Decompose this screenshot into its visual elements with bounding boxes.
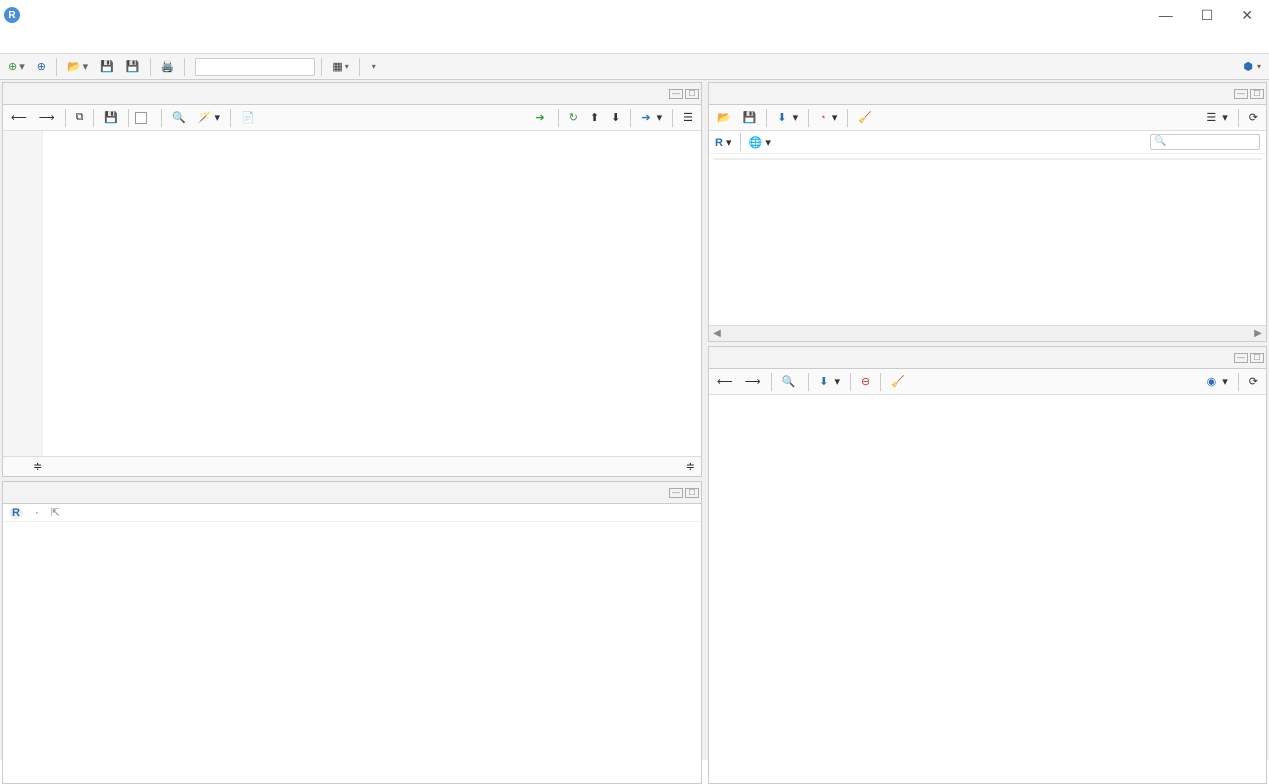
editor-body[interactable] xyxy=(3,131,701,456)
rerun-button[interactable]: ↻ xyxy=(565,109,582,126)
back-button[interactable]: ⟵ xyxy=(7,109,31,126)
prev-plot-button[interactable]: ⟵ xyxy=(713,373,737,390)
wand-button[interactable]: 🪄▾ xyxy=(194,109,224,126)
minimize-button[interactable]: — xyxy=(1159,7,1173,24)
remove-plot-button[interactable]: ⊖ xyxy=(857,373,874,390)
next-plot-button[interactable]: ⟶ xyxy=(741,373,765,390)
new-project-button[interactable]: ⊕ xyxy=(33,58,50,75)
project-menu[interactable]: ⬢ ▾ xyxy=(1239,58,1265,75)
pane-max-icon[interactable]: ☐ xyxy=(685,89,699,99)
editor-status-bar: ≑ ≑ xyxy=(3,456,701,476)
outline-button[interactable]: ☰ xyxy=(679,109,697,126)
menu-bar xyxy=(0,30,1269,54)
console-tabs: —☐ xyxy=(3,482,701,504)
grid-view-button[interactable]: ▦ ▾ xyxy=(328,58,352,75)
rstudio-logo-icon: R xyxy=(4,7,20,23)
go-up-button[interactable]: ⬆ xyxy=(586,109,603,126)
plots-pane: —☐ ⟵ ⟶ 🔍 ⬇ ▾ ⊖ 🧹 ◉ ▾ ⟳ xyxy=(708,346,1267,784)
pane-max-icon[interactable]: ☐ xyxy=(1250,89,1264,99)
print-button[interactable]: 🖨️ xyxy=(157,58,179,75)
maximize-button[interactable]: ☐ xyxy=(1201,7,1214,24)
find-button[interactable]: 🔍 xyxy=(168,109,190,126)
main-toolbar: ⊕▾ ⊕ 📂▾ 💾 💾 🖨️ ▦ ▾ ▾ ⬢ ▾ xyxy=(0,54,1269,80)
memory-usage[interactable]: ◔ ▾ xyxy=(815,109,841,126)
run-button[interactable]: ➔ xyxy=(532,109,552,126)
pane-min-icon[interactable]: — xyxy=(669,488,683,498)
broom-button[interactable]: 🧹 xyxy=(854,109,876,126)
zoom-button[interactable]: 🔍 xyxy=(778,373,803,390)
plot-canvas xyxy=(709,395,1266,783)
source-button[interactable]: ➔ ▾ xyxy=(637,109,666,126)
r-logo-icon: R xyxy=(9,507,23,519)
refresh-plot-button[interactable]: ⟳ xyxy=(1245,373,1262,390)
export-button[interactable]: ⬇ ▾ xyxy=(815,373,844,390)
save-button[interactable]: 💾 xyxy=(96,58,118,75)
list-view-button[interactable]: ☰ ▾ xyxy=(1202,109,1231,126)
console-path-bar: R · ⇱ xyxy=(3,504,701,522)
editor-toolbar: ⟵ ⟶ ⧉ 💾 🔍 🪄▾ 📄 ➔ ↻ ⬆ ⬇ xyxy=(3,105,701,131)
language-picker[interactable]: R ▾ xyxy=(715,136,732,149)
show-in-window-button[interactable]: ⧉ xyxy=(72,109,88,126)
compile-report-button[interactable]: 📄 xyxy=(237,109,259,126)
scope-picker[interactable]: 🌐 ▾ xyxy=(749,136,771,149)
scope-label[interactable]: ≑ xyxy=(33,460,42,473)
plot-tabs: —☐ xyxy=(709,347,1266,369)
console-output[interactable] xyxy=(3,522,701,783)
pane-min-icon[interactable]: — xyxy=(1234,89,1248,99)
new-file-button[interactable]: ⊕▾ xyxy=(4,58,29,75)
source-on-save-checkbox[interactable] xyxy=(135,112,147,124)
goto-file-input[interactable] xyxy=(195,58,315,76)
data-section-header xyxy=(713,158,1262,160)
forward-button[interactable]: ⟶ xyxy=(35,109,59,126)
open-file-button[interactable]: 📂▾ xyxy=(63,58,92,75)
env-tabs: —☐ xyxy=(709,83,1266,105)
save-file-button[interactable]: 💾 xyxy=(100,109,122,126)
env-body xyxy=(709,154,1266,325)
import-dataset-button[interactable]: ⬇ ▾ xyxy=(773,109,802,126)
pane-max-icon[interactable]: ☐ xyxy=(1250,353,1264,363)
wd-arrow-icon[interactable]: ⇱ xyxy=(51,506,60,519)
close-button[interactable]: ✕ xyxy=(1241,7,1253,24)
pane-max-icon[interactable]: ☐ xyxy=(685,488,699,498)
environment-pane: —☐ 📂 💾 ⬇ ▾ ◔ ▾ 🧹 ☰ ▾ ⟳ R ▾ 🌐 ▾ xyxy=(708,82,1267,342)
title-bar: R — ☐ ✕ xyxy=(0,0,1269,30)
env-scrollbar[interactable]: ◀▶ xyxy=(709,325,1266,341)
env-search-input[interactable] xyxy=(1150,134,1260,150)
console-pane: —☐ R · ⇱ xyxy=(2,481,702,784)
pane-min-icon[interactable]: — xyxy=(669,89,683,99)
pane-min-icon[interactable]: — xyxy=(1234,353,1248,363)
publish-button[interactable]: ◉ ▾ xyxy=(1203,373,1232,390)
addins-button[interactable]: ▾ xyxy=(366,60,380,73)
refresh-button[interactable]: ⟳ xyxy=(1245,109,1262,126)
editor-tabs: —☐ xyxy=(3,83,701,105)
save-all-button[interactable]: 💾 xyxy=(122,58,144,75)
load-workspace-button[interactable]: 📂 xyxy=(713,109,735,126)
source-pane: —☐ ⟵ ⟶ ⧉ 💾 🔍 🪄▾ 📄 ➔ ↻ xyxy=(2,82,702,477)
save-workspace-button[interactable]: 💾 xyxy=(739,109,761,126)
clear-plots-button[interactable]: 🧹 xyxy=(887,373,909,390)
go-down-button[interactable]: ⬇ xyxy=(607,109,624,126)
